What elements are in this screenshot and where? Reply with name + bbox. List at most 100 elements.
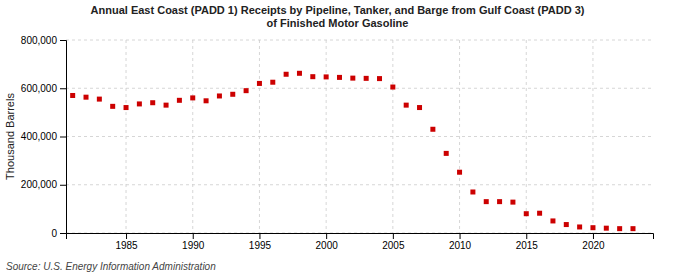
- chart: 1985 1990 1995 2000 2005 2010 2015 2020 0 200,000…: [0, 0, 675, 275]
- point: [217, 93, 222, 98]
- point: [70, 93, 75, 98]
- x-axis-line: [67, 234, 654, 240]
- y-grid-line: [66, 40, 653, 41]
- y-tick: 200,000: [21, 179, 66, 190]
- x-tick-mark: [460, 233, 461, 239]
- x-tick-label: 1990: [182, 240, 205, 251]
- y-grid-line: [66, 184, 653, 185]
- point: [270, 80, 275, 85]
- y-tick: 0: [51, 228, 66, 239]
- point: [630, 226, 635, 231]
- point: [497, 199, 502, 204]
- y-tick-mark: [60, 233, 66, 234]
- grid: [66, 40, 653, 233]
- title-line: Annual East Coast (PADD 1) Receipts by P…: [91, 4, 585, 16]
- y-tick-mark: [60, 137, 66, 138]
- point: [484, 199, 489, 204]
- x-tick: 1985: [115, 233, 138, 251]
- x-tick-mark: [126, 233, 127, 239]
- x-tick: 1990: [182, 233, 205, 251]
- point: [564, 222, 569, 227]
- y-tick-mark: [60, 40, 66, 41]
- source: Source: U.S. Energy Information Administ…: [6, 261, 216, 272]
- x-axis: 1985 1990 1995 2000 2005 2010 2015 2020: [67, 233, 654, 251]
- point: [524, 211, 529, 216]
- point: [164, 103, 169, 108]
- x-tick-label: 2015: [516, 240, 539, 251]
- point: [324, 74, 329, 79]
- x-grid-line: [592, 40, 593, 233]
- y-axis: 0 200,000 400,000 600,000 800,000: [21, 35, 67, 239]
- x-tick: 2015: [516, 233, 539, 251]
- point: [257, 81, 262, 86]
- point: [97, 97, 102, 102]
- x-tick-mark: [526, 233, 527, 239]
- point: [510, 200, 515, 205]
- x-grid-line: [526, 40, 527, 233]
- y-axis-title: Thousand Barrels: [4, 93, 16, 180]
- y-grid-line: [66, 88, 653, 89]
- title-line: of Finished Motor Gasoline: [267, 17, 409, 29]
- point: [204, 98, 209, 103]
- point: [230, 92, 235, 97]
- point: [377, 76, 382, 81]
- point: [137, 101, 142, 106]
- point: [617, 226, 622, 231]
- point: [390, 85, 395, 90]
- point: [190, 95, 195, 100]
- x-grid-line: [459, 40, 460, 233]
- x-tick: 2000: [316, 233, 339, 251]
- y-tick-label: 600,000: [21, 83, 58, 94]
- points: [70, 71, 635, 231]
- point: [604, 226, 609, 231]
- y-tick-mark: [60, 185, 66, 186]
- x-tick-mark: [393, 233, 394, 239]
- x-tick-label: 2020: [582, 240, 605, 251]
- y-tick: 800,000: [21, 35, 66, 46]
- point: [150, 100, 155, 105]
- x-tick-mark: [326, 233, 327, 239]
- x-tick-mark: [259, 233, 260, 239]
- title: Annual East Coast (PADD 1) Receipts by P…: [91, 4, 585, 29]
- point: [457, 170, 462, 175]
- point: [537, 211, 542, 216]
- point: [84, 95, 89, 100]
- point: [310, 74, 315, 79]
- y-tick-label: 400,000: [21, 131, 58, 142]
- point: [430, 127, 435, 132]
- y-axis-line: [60, 41, 67, 234]
- y-tick-mark: [60, 88, 66, 89]
- x-tick: 2005: [382, 233, 405, 251]
- y-tick-label: 800,000: [21, 35, 58, 46]
- point: [470, 189, 475, 194]
- y-tick-label: 200,000: [21, 179, 58, 190]
- point: [110, 104, 115, 109]
- point: [284, 72, 289, 77]
- point: [444, 151, 449, 156]
- x-tick: 1995: [249, 233, 272, 251]
- x-tick-label: 2000: [316, 240, 339, 251]
- x-tick-label: 2005: [382, 240, 405, 251]
- y-tick: 400,000: [21, 131, 66, 142]
- point: [177, 98, 182, 103]
- point: [364, 76, 369, 81]
- y-tick-label: 0: [51, 228, 57, 239]
- y-tick: 600,000: [21, 83, 66, 94]
- x-tick-label: 1985: [115, 240, 138, 251]
- x-tick: 2010: [449, 233, 472, 251]
- point: [297, 71, 302, 76]
- point: [337, 75, 342, 80]
- point: [577, 224, 582, 229]
- y-grid-line: [66, 136, 653, 137]
- x-tick: 2020: [582, 233, 605, 251]
- point: [590, 225, 595, 230]
- x-tick-mark: [593, 233, 594, 239]
- point: [244, 88, 249, 93]
- point: [350, 76, 355, 81]
- point: [404, 103, 409, 108]
- plot-area: 1985 1990 1995 2000 2005 2010 2015 2020 0 200,000…: [21, 35, 654, 251]
- point: [124, 105, 129, 110]
- point: [417, 105, 422, 110]
- x-tick-label: 1995: [249, 240, 272, 251]
- point: [550, 218, 555, 223]
